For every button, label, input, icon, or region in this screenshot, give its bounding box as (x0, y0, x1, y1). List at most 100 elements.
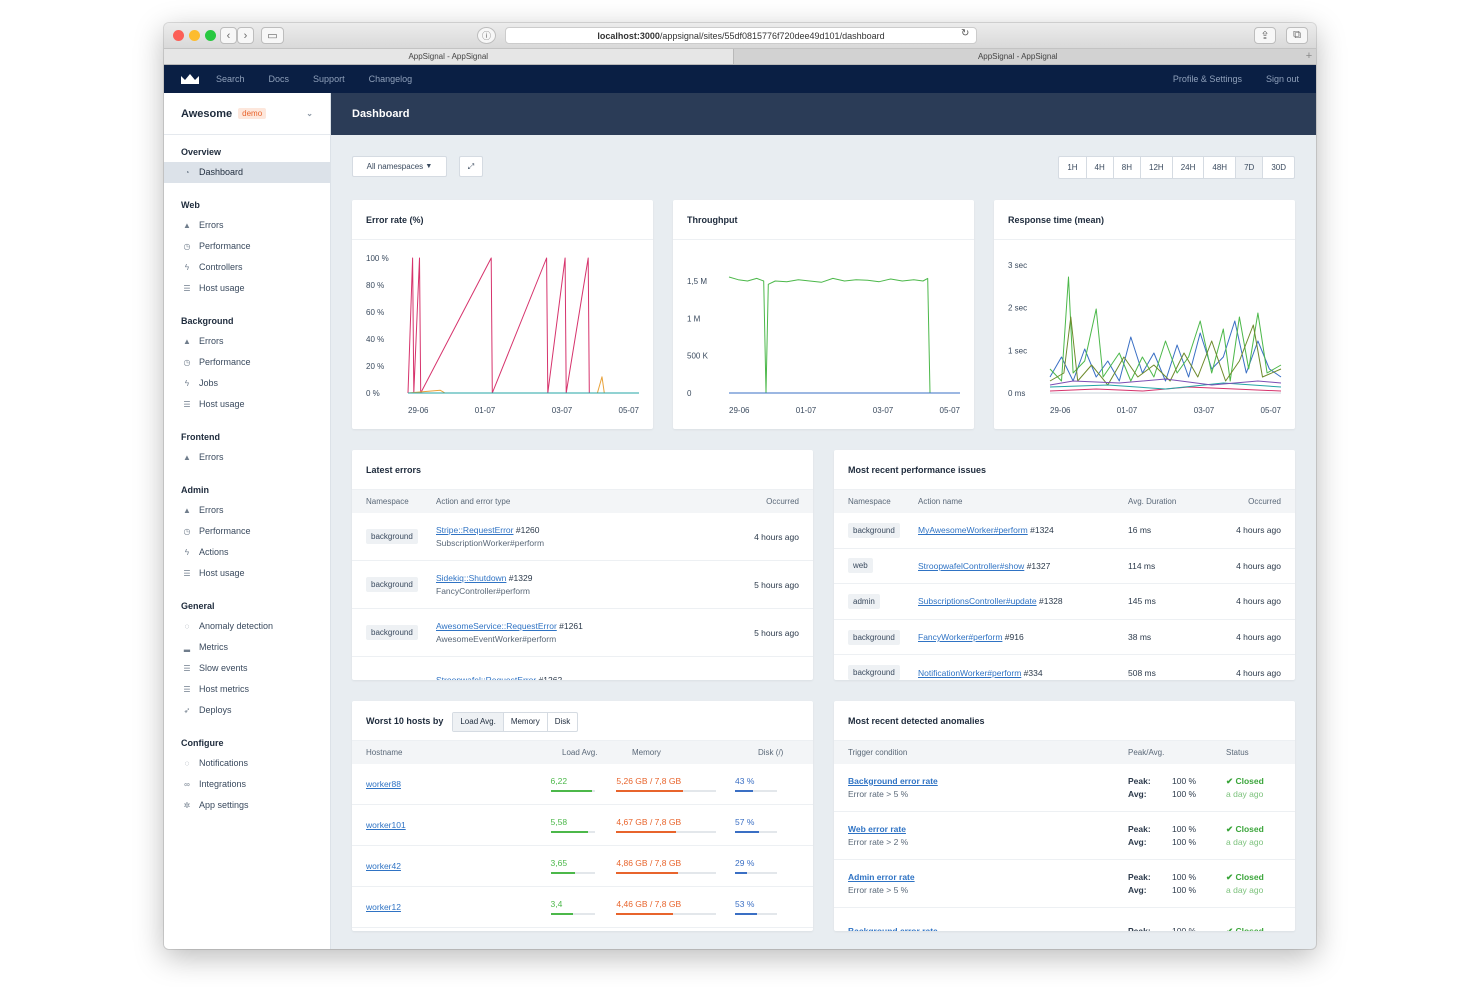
throughput-chart[interactable]: 0 500 K 1 M 1,5 M 29-06 01-07 03-07 05-07 (673, 240, 974, 429)
sidebar-item-general-slow-events[interactable]: ☰ Slow events (164, 658, 330, 679)
nav-search[interactable]: Search (216, 74, 245, 84)
back-arrow-icon[interactable]: ‹ (220, 27, 237, 44)
action-link[interactable]: SubscriptionsController#update (918, 596, 1037, 607)
anomaly-row[interactable]: Web error rate Error rate > 2 % Peak: 100 %… (834, 812, 1295, 860)
anomaly-link[interactable]: Background error rate (848, 926, 938, 931)
error-row[interactable]: Stroopwafel::RequestError #1262 (352, 657, 813, 680)
hostname-link[interactable]: worker101 (366, 820, 406, 830)
host-row[interactable]: worker88 6,22 5,26 GB / 7,8 GB 43 % (352, 764, 813, 805)
reload-icon[interactable]: ↻ (961, 28, 970, 39)
host-tab-disk[interactable]: Disk (554, 716, 571, 726)
sidebar-item-background-jobs[interactable]: ϟ Jobs (164, 373, 330, 394)
browser-tab[interactable]: AppSignal - AppSignal (164, 49, 734, 64)
error-link[interactable]: Stripe::RequestError (436, 524, 514, 535)
anomaly-row[interactable]: Background error rate Error rate > 5 % Pea… (834, 764, 1295, 812)
sidebar-item-admin-performance[interactable]: ◷ Performance (164, 521, 330, 542)
sidebar-item-general-deploys[interactable]: ➶ Deploys (164, 700, 330, 721)
error-link[interactable]: Stroopwafel::RequestError (436, 675, 537, 680)
series-line-0 (728, 276, 960, 394)
nav-changelog[interactable]: Changelog (368, 74, 413, 84)
nav-profile-settings[interactable]: Profile & Settings (1172, 74, 1242, 84)
error-row[interactable]: background Sidekiq::Shutdown #1329 FancyCo… (352, 561, 813, 609)
response-time-chart[interactable]: 0 ms 1 sec 2 sec 3 sec 29-06 01-07 03-07 05-07 (994, 240, 1295, 429)
nav-docs[interactable]: Docs (268, 74, 290, 84)
anomaly-row[interactable]: Admin error rate Error rate > 5 % Peak: 100… (834, 860, 1295, 908)
range-8h[interactable]: 8H (1114, 157, 1142, 178)
performance-row[interactable]: background NotificationWorker#perform #33… (834, 655, 1295, 680)
sidebar-item-web-controllers[interactable]: ϟ Controllers (164, 257, 330, 278)
nav-sign-out[interactable]: Sign out (1265, 74, 1299, 84)
sidebar-item-admin-errors[interactable]: ▲ Errors (164, 500, 330, 521)
range-24h[interactable]: 24H (1173, 157, 1205, 178)
error-link[interactable]: Sidekiq::Shutdown (436, 572, 507, 583)
app-switcher[interactable]: Awesome demo ⌄ (164, 93, 330, 135)
range-4h[interactable]: 4H (1087, 157, 1114, 178)
occurred-cell: 5 hours ago (754, 579, 799, 590)
action-link[interactable]: MyAwesomeWorker#perform (918, 525, 1028, 536)
anomaly-link[interactable]: Background error rate (848, 775, 938, 786)
sidebar-item-web-errors[interactable]: ▲ Errors (164, 215, 330, 236)
tabs-overview-icon[interactable]: ⧉ (1286, 27, 1308, 44)
performance-row[interactable]: web StroopwafelController#show #1327 114 m… (834, 549, 1295, 585)
host-row[interactable]: worker42 3,65 4,86 GB / 7,8 GB 29 % (352, 846, 813, 887)
host-row[interactable]: worker101 5,58 4,67 GB / 7,8 GB 57 % (352, 805, 813, 846)
sidebar-item-general-host-metrics[interactable]: ☰ Host metrics (164, 679, 330, 700)
performance-row[interactable]: background MyAwesomeWorker#perform #1324 1… (834, 513, 1295, 549)
range-48h[interactable]: 48H (1204, 157, 1237, 178)
host-tab-memory[interactable]: Memory (504, 712, 548, 731)
anomaly-row[interactable]: Background error rate Peak: 100 % ✔ Closed (834, 908, 1295, 931)
range-12h[interactable]: 12H (1141, 157, 1173, 178)
sidebar-item-background-performance[interactable]: ◷ Performance (164, 352, 330, 373)
peak-line: Peak: 100 % (1128, 925, 1226, 931)
sidebar-item-general-metrics[interactable]: ▂ Metrics (164, 637, 330, 658)
host-row[interactable]: worker12 3,4 4,46 GB / 7,8 GB 53 % (352, 887, 813, 928)
sidebar-item-admin-host-usage[interactable]: ☰ Host usage (164, 563, 330, 584)
sidebar-item-configure-notifications[interactable]: ◌ Notifications (164, 753, 330, 774)
sidebar-item-background-errors[interactable]: ▲ Errors (164, 331, 330, 352)
trigger-cell: Background error rate Error rate > 5 % (848, 775, 1128, 801)
host-tab-loadavg[interactable]: Load Avg. (453, 712, 504, 731)
expand-icon[interactable]: ⤢ (459, 156, 483, 177)
worst-hosts-list: worker88 6,22 5,26 GB / 7,8 GB 43 % worker10… (352, 764, 813, 928)
anomaly-link[interactable]: Web error rate (848, 823, 906, 834)
forward-arrow-icon[interactable]: › (237, 27, 254, 44)
error-row[interactable]: background AwesomeService::RequestError #… (352, 609, 813, 657)
new-tab-icon[interactable]: + (1305, 50, 1313, 62)
hostname-link[interactable]: worker88 (366, 779, 401, 789)
appsignal-logo-icon[interactable] (180, 73, 200, 85)
sidebar-item-web-performance[interactable]: ◷ Performance (164, 236, 330, 257)
sidebar-item-admin-actions[interactable]: ϟ Actions (164, 542, 330, 563)
sidebar-item-configure-integrations[interactable]: ∞ Integrations (164, 774, 330, 795)
info-icon[interactable]: ⓘ (477, 27, 496, 44)
error-action: SubscriptionWorker#perform (436, 537, 545, 548)
sidebar-item-configure-app-settings[interactable]: ✲ App settings (164, 795, 330, 816)
sidebar-item-overview-dashboard[interactable]: ◔ Dashboard (164, 162, 330, 183)
action-link[interactable]: StroopwafelController#show (918, 560, 1025, 571)
namespace-select[interactable]: All namespaces ▼ (352, 156, 447, 177)
sidebar-item-web-host-usage[interactable]: ☰ Host usage (164, 278, 330, 299)
nav-support[interactable]: Support (313, 74, 345, 84)
share-icon[interactable]: ⇪ (1254, 27, 1276, 44)
action-link[interactable]: FancyWorker#perform (918, 632, 1003, 643)
sidebar-item-general-anomaly-detection[interactable]: ◌ Anomaly detection (164, 616, 330, 637)
range-1h[interactable]: 1H (1059, 157, 1087, 178)
minimize-window-icon[interactable] (189, 30, 200, 41)
performance-row[interactable]: admin SubscriptionsController#update #132… (834, 584, 1295, 620)
action-link[interactable]: NotificationWorker#perform (918, 667, 1022, 678)
zoom-window-icon[interactable] (205, 30, 216, 41)
address-bar[interactable]: localhost:3000/appsignal/sites/55df08157… (505, 27, 977, 44)
error-rate-chart[interactable]: 0 % 20 % 40 % 60 % 80 % 100 % 29-06 01-07 03-07 0… (352, 240, 653, 429)
sidebar-item-frontend-errors[interactable]: ▲ Errors (164, 447, 330, 468)
range-30d[interactable]: 30D (1271, 163, 1286, 172)
anomaly-link[interactable]: Admin error rate (848, 871, 915, 882)
hostname-link[interactable]: worker42 (366, 861, 401, 871)
error-link[interactable]: AwesomeService::RequestError (436, 620, 557, 631)
hostname-link[interactable]: worker12 (366, 902, 401, 912)
performance-row[interactable]: background FancyWorker#perform #916 38 ms 4… (834, 620, 1295, 656)
range-7d[interactable]: 7D (1236, 157, 1264, 178)
browser-tab[interactable]: AppSignal - AppSignal (977, 52, 1058, 61)
sidebar-item-background-host-usage[interactable]: ☰ Host usage (164, 394, 330, 415)
error-row[interactable]: background Stripe::RequestError #1260 Subs… (352, 513, 813, 561)
sidebar-toggle-icon[interactable]: ▭ (261, 27, 284, 44)
close-window-icon[interactable] (173, 30, 184, 41)
